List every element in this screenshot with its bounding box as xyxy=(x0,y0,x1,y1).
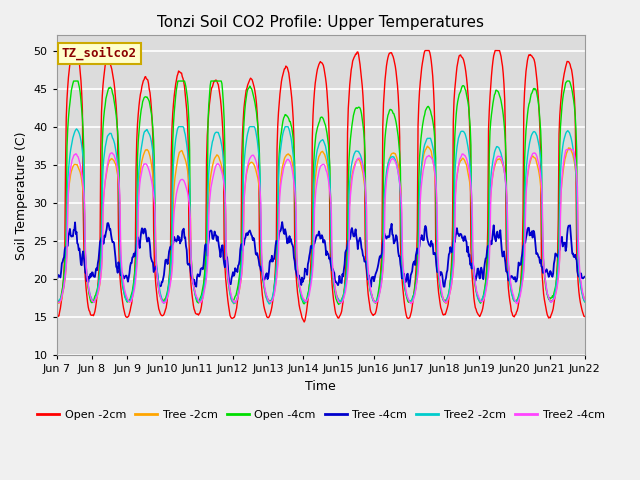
Tree -4cm xyxy=(171,237,179,243)
Open -4cm xyxy=(581,299,589,305)
Open -4cm xyxy=(387,107,394,112)
Tree2 -4cm xyxy=(63,263,70,268)
Tree -4cm xyxy=(116,272,124,278)
Tree2 -4cm xyxy=(581,297,589,303)
Tree2 -2cm xyxy=(402,288,410,294)
Tree2 -4cm xyxy=(563,147,570,153)
Open -2cm xyxy=(53,314,61,320)
Open -2cm xyxy=(300,319,308,325)
Tree2 -2cm xyxy=(199,291,207,297)
Tree2 -2cm xyxy=(53,297,61,303)
Tree2 -4cm xyxy=(198,297,206,303)
Title: Tonzi Soil CO2 Profile: Upper Temperatures: Tonzi Soil CO2 Profile: Upper Temperatur… xyxy=(157,15,484,30)
Line: Tree -4cm: Tree -4cm xyxy=(57,222,585,287)
Tree -4cm xyxy=(63,245,70,251)
Tree2 -2cm xyxy=(170,150,178,156)
Tree -4cm xyxy=(53,274,61,279)
Tree -4cm xyxy=(199,266,207,272)
Tree -2cm xyxy=(581,296,589,302)
Tree2 -2cm xyxy=(581,299,589,304)
Tree2 -4cm xyxy=(116,240,124,246)
Tree2 -2cm xyxy=(266,301,273,307)
Line: Open -2cm: Open -2cm xyxy=(57,50,585,322)
Text: TZ_soilco2: TZ_soilco2 xyxy=(62,47,137,60)
Tree -4cm xyxy=(402,279,410,285)
Tree -4cm xyxy=(387,226,394,232)
Tree2 -4cm xyxy=(170,208,178,214)
Tree -2cm xyxy=(116,252,124,258)
Line: Tree2 -4cm: Tree2 -4cm xyxy=(57,150,585,304)
Tree -4cm xyxy=(581,274,589,279)
Open -2cm xyxy=(118,289,125,295)
Open -2cm xyxy=(581,314,589,320)
Open -2cm xyxy=(199,293,207,299)
Tree -2cm xyxy=(170,183,178,189)
Line: Tree2 -2cm: Tree2 -2cm xyxy=(57,127,585,304)
Tree -2cm xyxy=(198,295,206,300)
Open -4cm xyxy=(402,289,410,295)
Line: Open -4cm: Open -4cm xyxy=(57,81,585,304)
Open -4cm xyxy=(335,301,342,307)
Legend: Open -2cm, Tree -2cm, Open -4cm, Tree -4cm, Tree2 -2cm, Tree2 -4cm: Open -2cm, Tree -2cm, Open -4cm, Tree -4… xyxy=(33,406,609,424)
Open -2cm xyxy=(63,115,70,120)
Tree2 -4cm xyxy=(513,301,521,307)
Open -4cm xyxy=(63,226,70,232)
Tree -2cm xyxy=(63,263,70,268)
Open -4cm xyxy=(70,78,78,84)
Tree -4cm xyxy=(278,219,286,225)
Y-axis label: Soil Temperature (C): Soil Temperature (C) xyxy=(15,131,28,260)
Tree -4cm xyxy=(156,284,163,289)
Tree -2cm xyxy=(230,301,237,307)
Tree2 -4cm xyxy=(385,164,392,169)
Tree2 -2cm xyxy=(175,124,182,130)
Open -2cm xyxy=(68,48,76,53)
Tree2 -2cm xyxy=(63,254,70,260)
Tree2 -4cm xyxy=(400,274,408,279)
Tree -2cm xyxy=(53,298,61,304)
Open -2cm xyxy=(402,309,410,314)
Open -4cm xyxy=(118,270,125,276)
Open -4cm xyxy=(199,286,207,291)
Tree2 -4cm xyxy=(53,297,61,302)
Tree -2cm xyxy=(385,156,393,161)
Open -4cm xyxy=(171,101,179,107)
Tree2 -2cm xyxy=(387,156,394,161)
Tree -2cm xyxy=(424,143,431,149)
Tree2 -2cm xyxy=(116,258,124,264)
Open -4cm xyxy=(53,297,61,303)
Open -2cm xyxy=(171,87,179,93)
Tree -2cm xyxy=(401,283,409,288)
X-axis label: Time: Time xyxy=(305,380,336,393)
Open -2cm xyxy=(387,50,394,56)
Line: Tree -2cm: Tree -2cm xyxy=(57,146,585,304)
